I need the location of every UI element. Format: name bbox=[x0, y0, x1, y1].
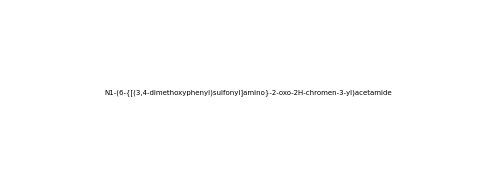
Text: N1-(6-{[(3,4-dimethoxyphenyl)sulfonyl]amino}-2-oxo-2H-chromen-3-yl)acetamide: N1-(6-{[(3,4-dimethoxyphenyl)sulfonyl]am… bbox=[104, 90, 392, 96]
